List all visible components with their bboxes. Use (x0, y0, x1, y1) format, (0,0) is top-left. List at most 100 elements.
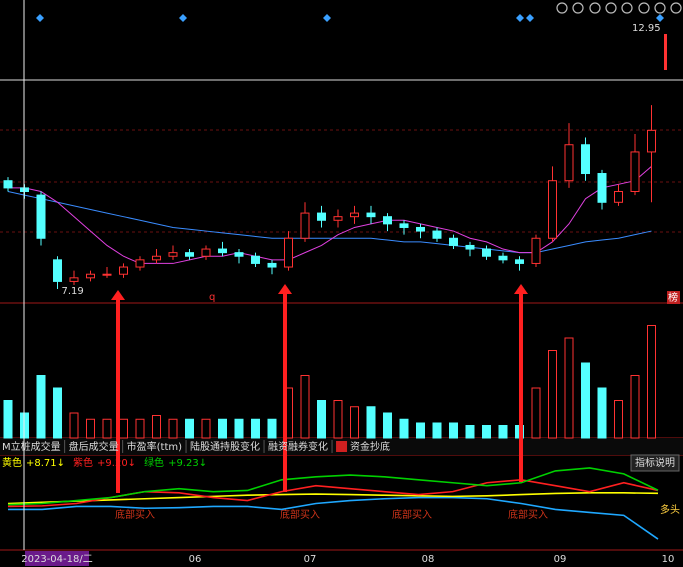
volume-bar (152, 415, 161, 439)
date-label: 06 (189, 554, 202, 565)
date-label: 10 (662, 554, 675, 565)
tab[interactable]: M立桩成交量 (2, 440, 61, 453)
signal-label: 底部买入 (508, 508, 548, 521)
volume-bar (251, 418, 260, 439)
candle-body (449, 237, 458, 246)
badge-box[interactable] (667, 291, 680, 304)
candle-body (366, 212, 376, 218)
volume-bar (548, 350, 557, 439)
volume-bar (630, 375, 640, 439)
volume-bar (465, 425, 475, 439)
marker-label: q (209, 292, 215, 303)
help-button-label[interactable]: 指标说明 (635, 456, 675, 469)
data-layer (3, 105, 659, 540)
legend-value: +9.20↓ (97, 458, 136, 469)
top-price-label: 12.95 (632, 23, 661, 34)
candle-body (102, 273, 112, 276)
candle-body (647, 129, 656, 153)
candle-body (630, 151, 640, 193)
top-strip (0, 2, 683, 81)
volume-bar (201, 418, 211, 439)
candle-body (531, 237, 541, 264)
candle-body (234, 252, 244, 257)
candle-body (482, 248, 491, 257)
volume-bar (432, 422, 442, 439)
volume-bar (135, 418, 145, 439)
candle-body (465, 244, 475, 250)
volume-bar (185, 418, 194, 439)
volume-bar (482, 425, 491, 439)
candle-body (416, 226, 425, 232)
candle-body (185, 252, 194, 257)
volume-bar (168, 418, 178, 439)
volume-bar (300, 375, 310, 439)
toolbar-icons[interactable] (556, 2, 682, 14)
candle-body (284, 237, 293, 268)
date-label: 09 (554, 554, 567, 565)
legend-value: +9.23↓ (168, 458, 207, 469)
candle-body (597, 173, 607, 203)
candle-body (119, 266, 128, 275)
tab[interactable]: 陆股通持股变化 (190, 440, 260, 453)
candle-body (432, 230, 442, 239)
candle-body (300, 212, 310, 239)
candle-body (333, 216, 343, 221)
moving-average (7, 191, 652, 254)
candle-body (251, 255, 260, 264)
tab[interactable]: 盘后成交量 (69, 440, 119, 453)
candle-body (350, 212, 359, 218)
indicator-line (7, 467, 659, 506)
candle-body (69, 277, 79, 282)
volume-bar (449, 422, 458, 439)
candle-body (168, 252, 178, 257)
volume-bar (36, 375, 46, 439)
volume-bar (119, 418, 128, 439)
volume-bar (366, 406, 376, 439)
candle-body (53, 259, 62, 282)
volume-bar (69, 412, 79, 439)
tab[interactable]: 资金抄底 (350, 440, 390, 453)
volume-bar (218, 418, 227, 439)
candle-body (383, 216, 392, 225)
moving-average (8, 165, 652, 264)
candle-body (614, 191, 623, 203)
volume-bar (416, 422, 425, 439)
volume-bar (53, 387, 62, 439)
volume-bar (383, 412, 392, 439)
legend-value: +8.71↓ (26, 458, 65, 469)
indicator-line (8, 496, 659, 540)
tab[interactable]: 市盈率(ttm) (127, 440, 182, 453)
tab-icon (336, 441, 348, 452)
candle-body (218, 248, 227, 254)
signal-label: 底部买入 (280, 508, 320, 521)
tab[interactable]: 融资融券变化 (268, 440, 328, 453)
date-highlight (25, 551, 89, 566)
candle-body (581, 144, 590, 175)
candle-body (3, 180, 13, 189)
low-price-label: 7.19 (62, 286, 84, 297)
candle-body (317, 212, 326, 221)
volume-bar (597, 387, 607, 439)
candle-body (152, 255, 161, 261)
badge-label: 榜 (668, 291, 678, 304)
indicator-line (7, 492, 659, 505)
volume-bar (234, 418, 244, 439)
date-label: 2023-04-18/二 (21, 554, 92, 565)
volume-bar (317, 400, 326, 439)
candle-body (399, 223, 409, 228)
candle-body (201, 248, 211, 257)
volume-bar (267, 418, 277, 439)
help-button[interactable] (630, 454, 680, 472)
candle-body (564, 144, 574, 182)
volume-bar (531, 387, 541, 439)
volume-bar (102, 418, 112, 439)
volume-bar (581, 362, 590, 439)
candle-body (86, 273, 95, 279)
volume-bar (3, 400, 13, 439)
volume-bar (86, 418, 95, 439)
trend-label: 多头 (660, 503, 680, 516)
volume-bar (350, 406, 359, 439)
legend-name: 紫色 (73, 456, 93, 469)
legend-name: 绿色 (144, 456, 164, 469)
